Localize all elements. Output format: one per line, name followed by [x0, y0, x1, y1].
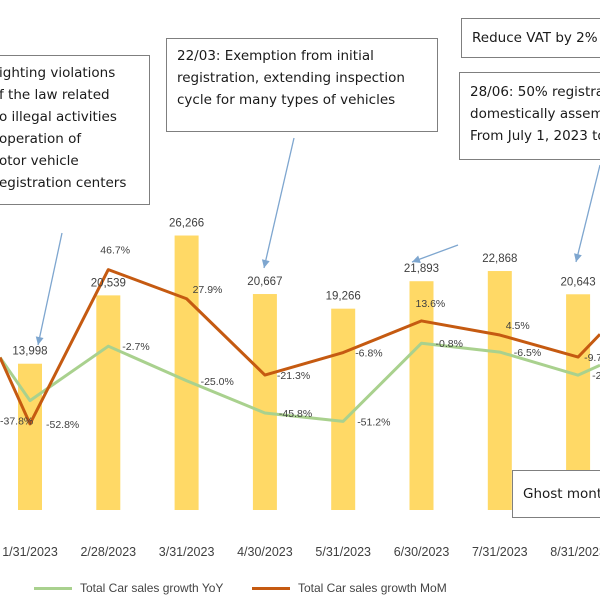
bar-7/31/2023 [487, 271, 512, 510]
x-tick-label: 4/30/2023 [237, 545, 293, 559]
line-value-label: -51.2% [357, 416, 390, 428]
line-value-label: -45.8% [279, 408, 312, 420]
annotation-text-line: 22/03: Exemption from initial [177, 48, 374, 64]
x-tick-label: 1/31/2023 [2, 545, 58, 559]
annotation-box-violations: ighting violations f the law related o ill… [0, 55, 150, 205]
annotation-text-line: From July 1, 2023 to [470, 128, 600, 144]
annotation-box-vat: Reduce VAT by 2% [461, 18, 600, 58]
annotation-text-line: o illegal activities [0, 109, 117, 125]
annotation-arrows [35, 137, 600, 346]
chart-legend: Total Car sales growth YoY Total Car sal… [0, 578, 600, 598]
annotation-text-line: Reduce VAT by 2% [472, 30, 598, 46]
line-value-label: -37.8% [0, 416, 33, 428]
legend-swatch-mom [252, 586, 290, 590]
line-value-label: 4.5% [506, 320, 530, 332]
line-value-label: -52.8% [46, 419, 79, 431]
bar-value-label: 13,998 [12, 346, 47, 358]
line-value-label: -9.7% [584, 352, 600, 364]
bar-6/30/2023 [409, 281, 434, 510]
line-value-label: 46.7% [100, 245, 130, 257]
bar-value-label: 20,667 [247, 276, 282, 288]
legend-label-mom: Total Car sales growth MoM [298, 581, 447, 595]
annotation-arrow [263, 137, 295, 269]
x-tick-label: 6/30/2023 [394, 545, 450, 559]
x-axis-tick-labels: 1/31/2023 2/28/2023 3/31/2023 4/30/2023 5/31… [2, 545, 600, 559]
line-value-label: -25.0% [201, 376, 234, 388]
line-value-label: -21.4% [592, 370, 600, 382]
bar-3/31/2023 [174, 235, 199, 510]
line-value-label: -6.8% [355, 348, 382, 360]
line-value-label: -2.7% [122, 341, 149, 353]
line-series [0, 268, 600, 426]
annotation-text-line: 28/06: 50% registra [470, 84, 600, 100]
legend-swatch-yoy [34, 586, 72, 590]
line-data-labels: -37.8% -2.7% -25.0% -45.8% -51.2% -0.8% -6.5% -… [0, 245, 600, 431]
line-value-label: -0.8% [436, 338, 463, 350]
legend-item-mom: Total Car sales growth MoM [252, 581, 447, 595]
annotation-arrowhead [412, 255, 421, 263]
bar-2/28/2023 [96, 295, 121, 510]
legend-item-yoy: Total Car sales growth YoY [34, 581, 223, 595]
x-tick-label: 8/31/2023 [550, 545, 600, 559]
annotation-box-exemption: 22/03: Exemption from initial registratio… [166, 38, 438, 132]
bar-value-label: 26,266 [169, 218, 204, 230]
annotation-text-line: egistration centers [0, 175, 127, 191]
annotation-text-line: domestically assem [470, 106, 600, 122]
line-value-label: 13.6% [416, 298, 446, 310]
annotation-text-line: f the law related [0, 87, 110, 103]
annotation-text-line: otor vehicle [0, 153, 79, 169]
bar-value-label: 20,539 [91, 277, 126, 289]
annotation-arrowhead [261, 259, 270, 268]
annotation-box-registration-fee: 28/06: 50% registra domestically assem Fro… [459, 72, 600, 160]
annotation-text-line: registration, extending inspection [177, 70, 405, 86]
line-value-label: -21.3% [277, 370, 310, 382]
annotation-text-line: Ghost mont [523, 486, 600, 502]
x-tick-label: 7/31/2023 [472, 545, 528, 559]
bar-4/30/2023 [252, 294, 277, 510]
line-value-label: -6.5% [514, 347, 541, 359]
annotation-arrow [411, 244, 459, 263]
bar-value-label: 19,266 [326, 291, 361, 303]
line-yoy [0, 341, 600, 423]
bar-5/31/2023 [331, 308, 356, 510]
x-tick-label: 5/31/2023 [315, 545, 371, 559]
annotation-arrowhead [574, 253, 582, 262]
annotation-box-ghost-month: Ghost mont [512, 470, 600, 518]
x-tick-label: 2/28/2023 [80, 545, 136, 559]
bar-value-label: 20,643 [561, 276, 596, 288]
x-tick-label: 3/31/2023 [159, 545, 215, 559]
bar-data-labels: 13,998 20,539 26,266 20,667 19,266 21,893 22,8… [12, 218, 595, 358]
annotation-arrowhead [35, 336, 44, 345]
line-mom [0, 268, 600, 426]
bar-1/31/2023 [18, 363, 42, 510]
annotation-arrow [575, 164, 600, 263]
annotation-text-line: ighting violations [0, 65, 116, 81]
annotation-text-line: cycle for many types of vehicles [177, 92, 396, 108]
legend-label-yoy: Total Car sales growth YoY [80, 581, 224, 595]
annotation-text-line: operation of [0, 131, 82, 147]
bar-value-label: 21,893 [404, 263, 439, 275]
annotation-arrow [37, 232, 63, 346]
bar-value-label: 22,868 [482, 253, 517, 265]
line-value-label: 27.9% [193, 284, 223, 296]
